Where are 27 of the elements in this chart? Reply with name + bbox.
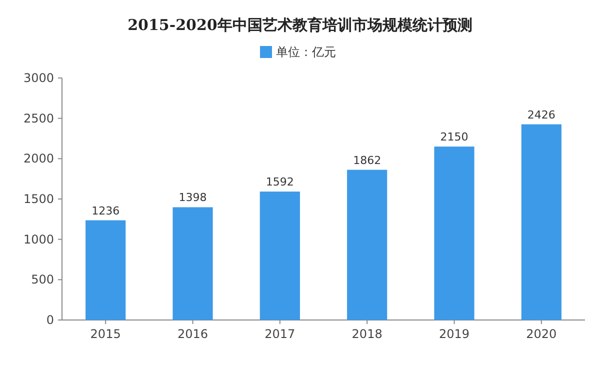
bar (434, 146, 474, 320)
data-label: 2426 (527, 108, 556, 122)
bar (521, 124, 562, 320)
data-label: 2150 (440, 130, 468, 144)
bar (260, 192, 300, 320)
y-tick-label: 3000 (23, 71, 54, 85)
x-tick-label: 2017 (264, 327, 296, 341)
legend-label: 单位：亿元 (276, 45, 336, 59)
data-label: 1236 (92, 204, 120, 218)
y-tick-label: 0 (46, 313, 54, 327)
data-label: 1398 (178, 191, 207, 204)
chart-title: 2015-2020年中国艺术教育培训市场规模统计预测 (128, 16, 472, 34)
data-label: 1862 (353, 154, 382, 167)
x-tick-label: 2019 (438, 327, 470, 341)
x-tick-label: 2018 (352, 327, 382, 341)
y-tick-label: 2000 (23, 152, 54, 166)
y-tick-label: 1500 (23, 192, 54, 206)
data-label: 1592 (266, 176, 294, 189)
bar (172, 207, 213, 320)
y-tick-label: 1000 (23, 232, 54, 246)
y-tick-label: 2500 (23, 111, 54, 126)
x-tick-label: 2016 (177, 327, 208, 341)
x-tick-label: 2020 (526, 327, 557, 341)
y-tick-label: 500 (31, 272, 54, 287)
bar (86, 220, 126, 320)
x-tick-label: 2015 (90, 327, 121, 341)
bar (347, 170, 388, 320)
